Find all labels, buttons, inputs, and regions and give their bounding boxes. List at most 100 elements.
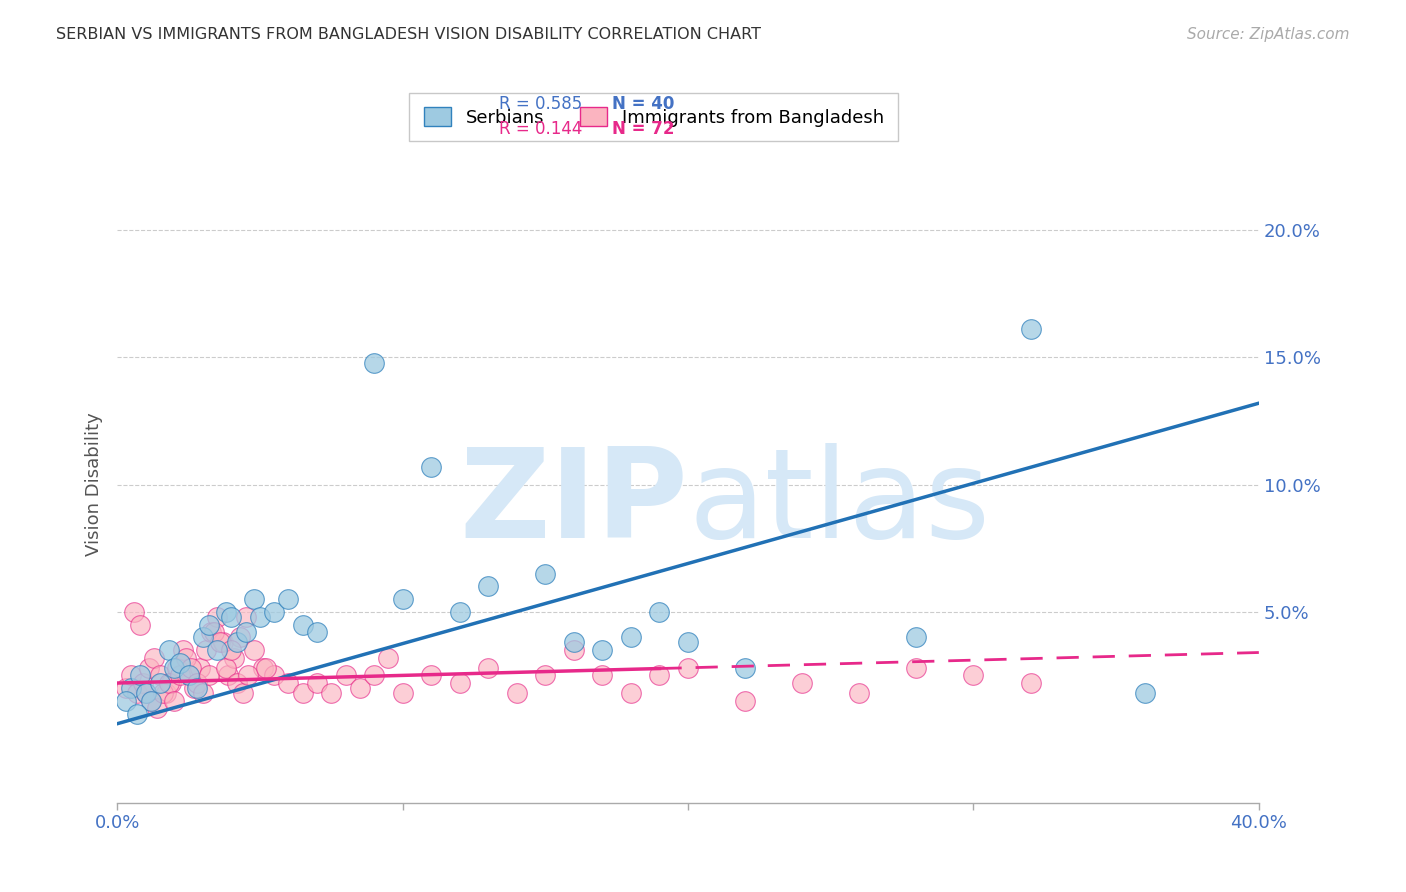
Point bbox=[449, 605, 471, 619]
Point bbox=[208, 635, 231, 649]
Point bbox=[221, 610, 243, 624]
Point bbox=[174, 650, 197, 665]
Point bbox=[177, 668, 200, 682]
Point bbox=[169, 668, 191, 682]
Point bbox=[562, 643, 585, 657]
Point bbox=[163, 661, 186, 675]
Point bbox=[149, 668, 172, 682]
Point bbox=[183, 681, 205, 695]
Text: Source: ZipAtlas.com: Source: ZipAtlas.com bbox=[1187, 27, 1350, 42]
Point bbox=[188, 661, 211, 675]
Point bbox=[377, 650, 399, 665]
Point bbox=[129, 617, 152, 632]
Point bbox=[214, 605, 236, 619]
Point bbox=[120, 668, 142, 682]
Point bbox=[221, 643, 243, 657]
Point bbox=[335, 668, 357, 682]
Point bbox=[291, 617, 314, 632]
Point bbox=[152, 686, 174, 700]
Point bbox=[254, 661, 277, 675]
Point bbox=[155, 686, 177, 700]
Point bbox=[962, 668, 984, 682]
Point bbox=[477, 661, 499, 675]
Point bbox=[321, 686, 343, 700]
Point bbox=[1019, 322, 1042, 336]
Point bbox=[620, 630, 643, 644]
Point bbox=[238, 668, 260, 682]
Text: N = 40: N = 40 bbox=[612, 95, 673, 113]
Text: R = 0.585: R = 0.585 bbox=[499, 95, 582, 113]
Point bbox=[177, 668, 200, 682]
Point bbox=[391, 686, 413, 700]
Text: N = 72: N = 72 bbox=[612, 120, 673, 138]
Point bbox=[143, 650, 166, 665]
Point bbox=[232, 686, 254, 700]
Point bbox=[243, 643, 266, 657]
Point bbox=[449, 676, 471, 690]
Point bbox=[197, 617, 219, 632]
Point bbox=[263, 605, 285, 619]
Point bbox=[277, 592, 299, 607]
Point bbox=[349, 681, 371, 695]
Point bbox=[141, 694, 163, 708]
Text: ZIP: ZIP bbox=[460, 443, 688, 564]
Point bbox=[141, 694, 163, 708]
Point bbox=[157, 676, 180, 690]
Point bbox=[420, 668, 443, 682]
Point bbox=[127, 686, 149, 700]
Point bbox=[205, 643, 228, 657]
Point bbox=[905, 661, 928, 675]
Point bbox=[191, 686, 214, 700]
Point bbox=[138, 661, 160, 675]
Point bbox=[648, 605, 671, 619]
Point bbox=[160, 676, 183, 690]
Point bbox=[534, 566, 557, 581]
Point bbox=[200, 625, 222, 640]
Point bbox=[218, 668, 240, 682]
Point bbox=[420, 459, 443, 474]
Point bbox=[114, 694, 136, 708]
Point bbox=[591, 643, 613, 657]
Point bbox=[169, 656, 191, 670]
Point bbox=[391, 592, 413, 607]
Point bbox=[562, 635, 585, 649]
Point bbox=[305, 676, 328, 690]
Point bbox=[905, 630, 928, 644]
Point bbox=[477, 579, 499, 593]
Point bbox=[180, 661, 202, 675]
Point bbox=[676, 661, 699, 675]
Point bbox=[734, 661, 756, 675]
Point bbox=[129, 668, 152, 682]
Point bbox=[648, 668, 671, 682]
Point bbox=[186, 676, 208, 690]
Point bbox=[734, 694, 756, 708]
Point bbox=[135, 686, 157, 700]
Point bbox=[506, 686, 529, 700]
Point bbox=[191, 630, 214, 644]
Point bbox=[202, 625, 225, 640]
Point bbox=[249, 610, 271, 624]
Point bbox=[363, 668, 385, 682]
Point bbox=[305, 625, 328, 640]
Point bbox=[132, 676, 155, 690]
Point bbox=[620, 686, 643, 700]
Point bbox=[114, 681, 136, 695]
Y-axis label: Vision Disability: Vision Disability bbox=[86, 413, 103, 557]
Point bbox=[157, 643, 180, 657]
Point bbox=[120, 681, 142, 695]
Legend: Serbians, Immigrants from Bangladesh: Serbians, Immigrants from Bangladesh bbox=[409, 93, 898, 141]
Point bbox=[277, 676, 299, 690]
Point bbox=[1019, 676, 1042, 690]
Point bbox=[243, 592, 266, 607]
Point bbox=[124, 605, 146, 619]
Point bbox=[194, 643, 217, 657]
Point bbox=[224, 650, 246, 665]
Point bbox=[135, 686, 157, 700]
Point bbox=[172, 643, 194, 657]
Point bbox=[229, 630, 252, 644]
Text: R = 0.144: R = 0.144 bbox=[499, 120, 582, 138]
Point bbox=[149, 676, 172, 690]
Point bbox=[363, 355, 385, 369]
Point bbox=[591, 668, 613, 682]
Point bbox=[792, 676, 814, 690]
